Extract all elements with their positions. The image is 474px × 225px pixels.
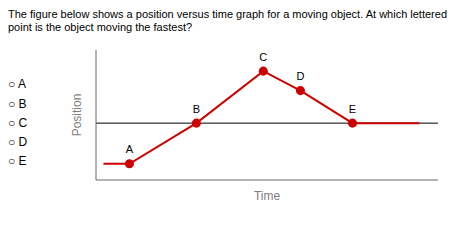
html-text:○ E: ○ E — [8, 154, 27, 169]
html-text:○ B: ○ B — [8, 96, 27, 111]
html-text:○ C: ○ C — [8, 115, 28, 130]
html-text:The figure below shows a posit: The figure below shows a position versus… — [8, 8, 447, 34]
svg-text:C: C — [259, 51, 267, 63]
svg-text:B: B — [193, 103, 200, 115]
svg-text:A: A — [126, 144, 134, 156]
svg-text:Position: Position — [70, 94, 84, 137]
svg-text:E: E — [349, 103, 356, 115]
html-text:○ A: ○ A — [8, 77, 26, 92]
html-text:○ D: ○ D — [8, 135, 28, 149]
svg-text:Time: Time — [254, 189, 281, 203]
svg-text:D: D — [296, 70, 304, 82]
